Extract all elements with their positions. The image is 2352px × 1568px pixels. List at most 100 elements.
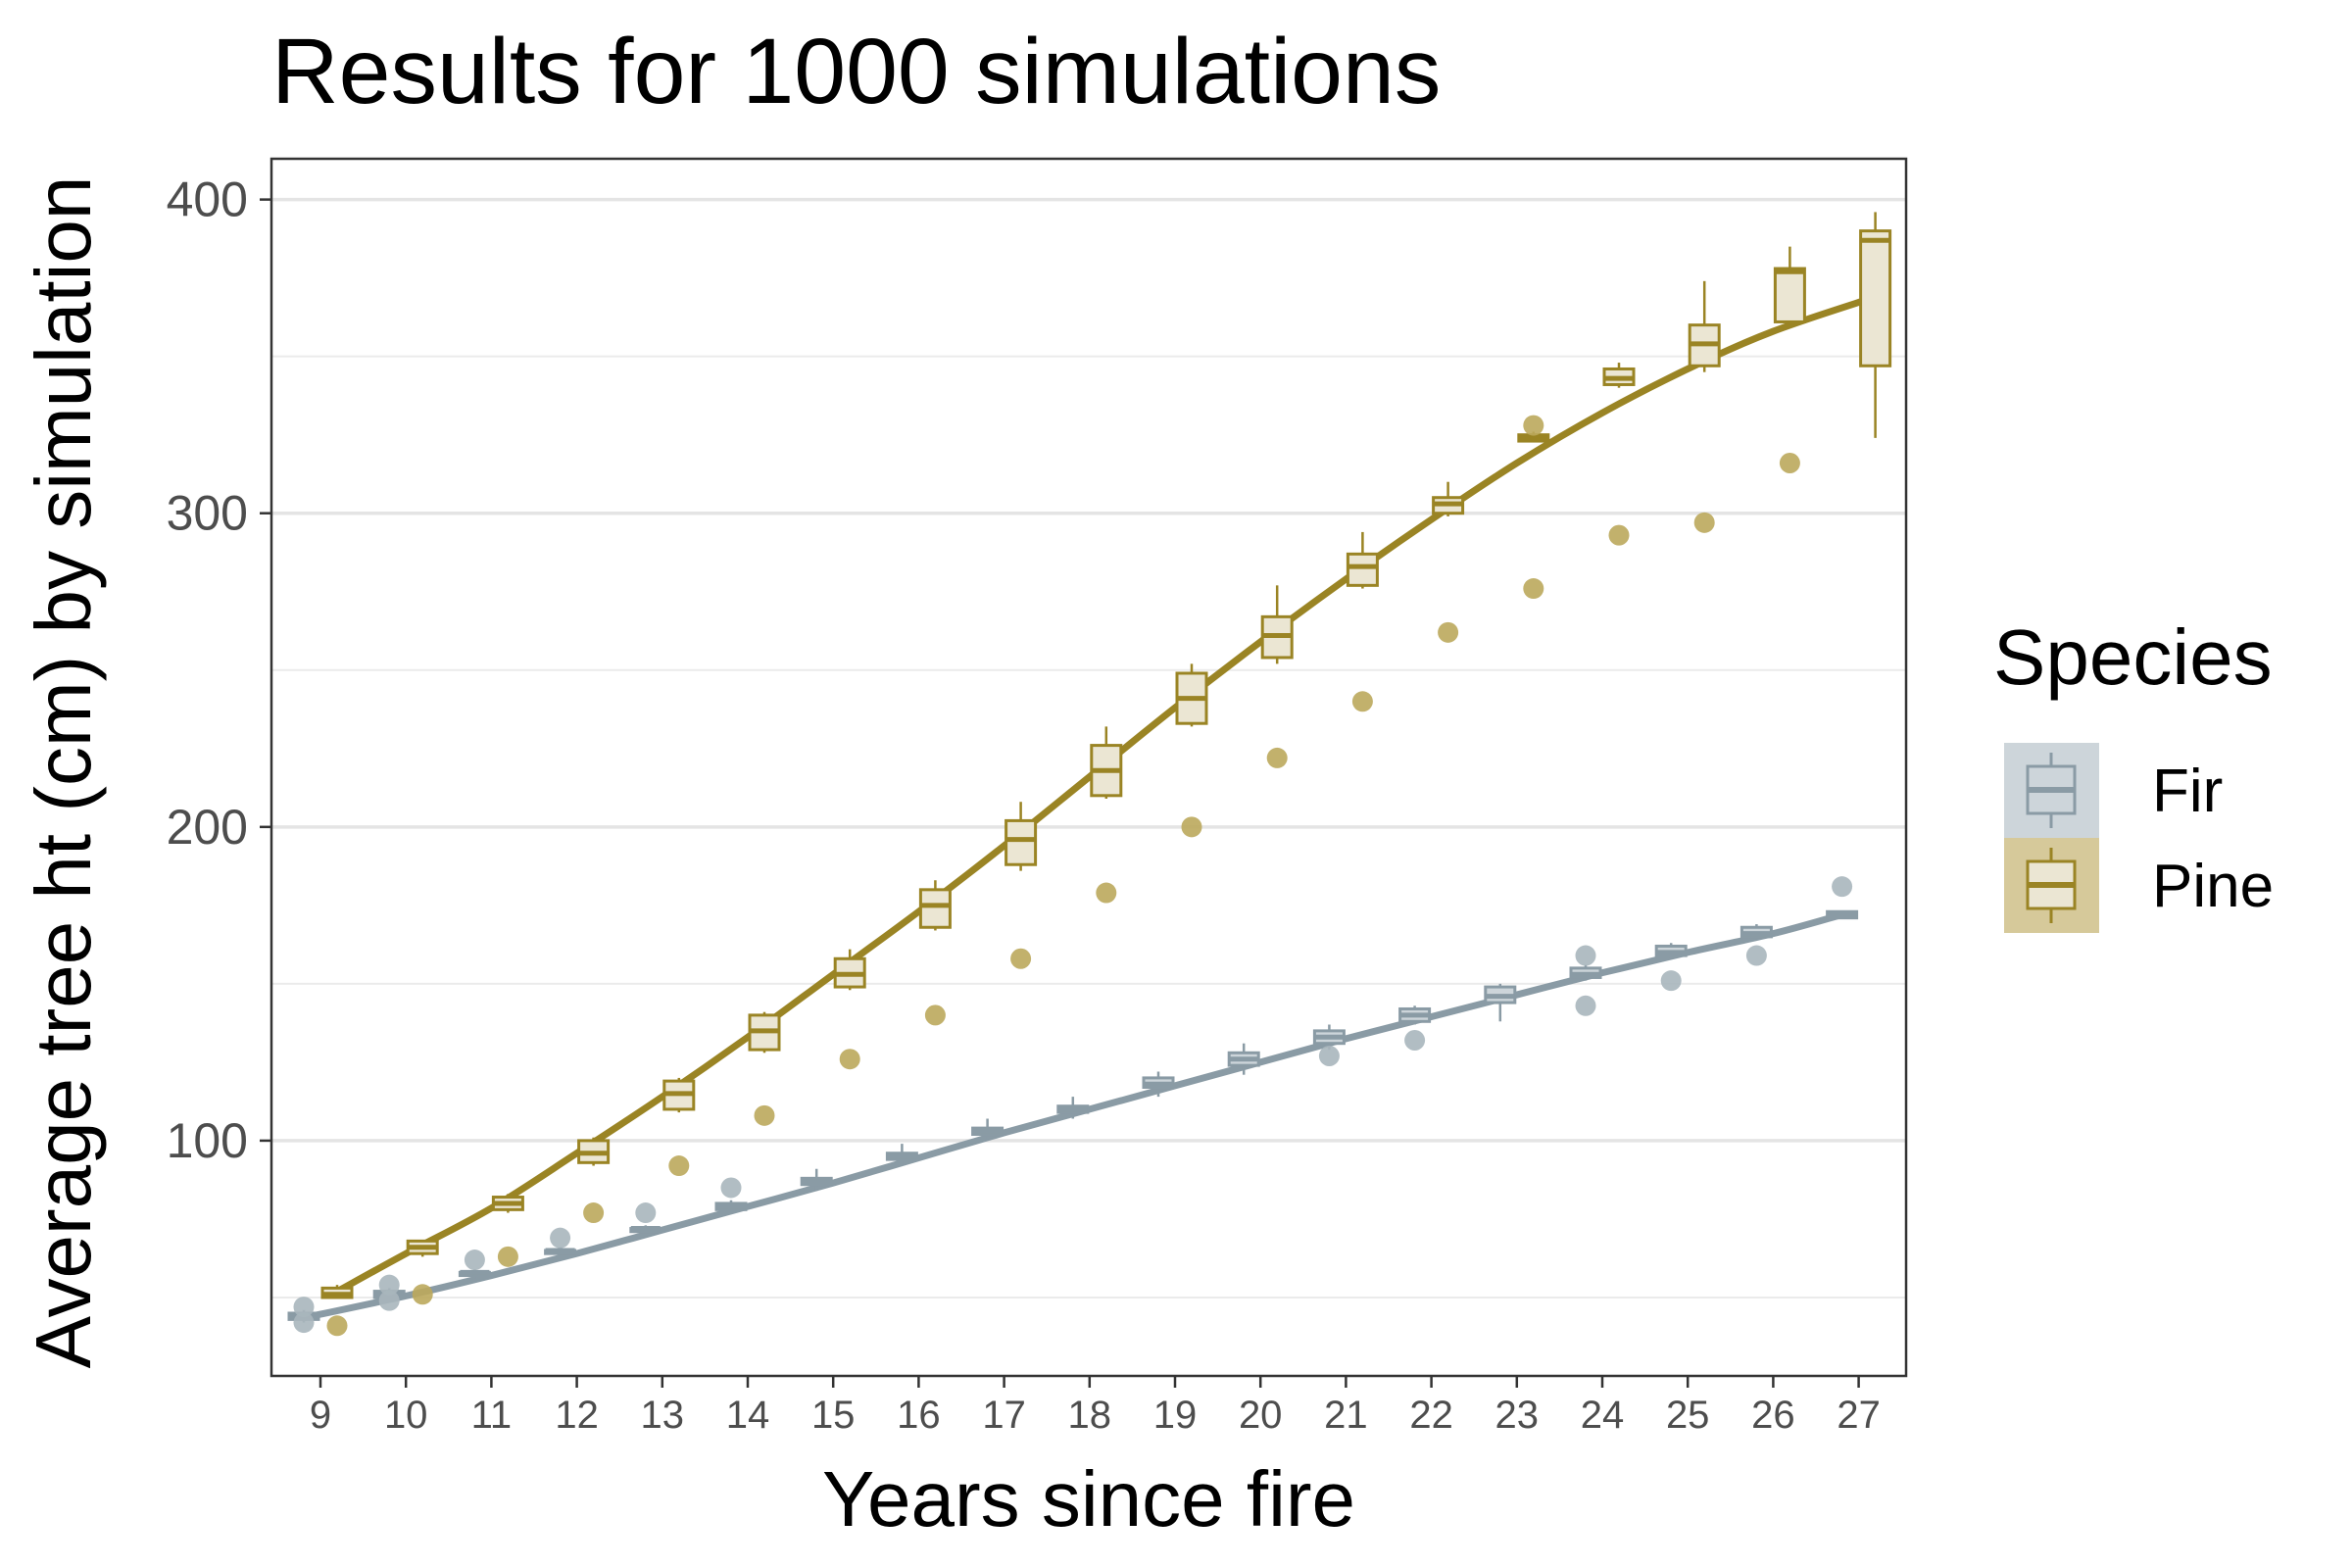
pine-outlier-12-0 <box>583 1202 605 1224</box>
x-tick-label-11: 20 <box>1239 1394 1283 1437</box>
pine-outlier-17-0 <box>1010 948 1032 969</box>
pine-box-10 <box>406 1239 439 1257</box>
pine-outlier-18-0 <box>1096 882 1117 904</box>
pine-outlier-23-0 <box>1523 578 1544 600</box>
pine-outlier-26-0 <box>1779 453 1800 473</box>
y-tick-label-2: 300 <box>167 486 248 541</box>
legend-title: Species <box>1993 613 2273 701</box>
pine-outlier-24-0 <box>1608 524 1630 546</box>
pine-outlier-14-0 <box>754 1104 775 1126</box>
y-axis-title: Average tree ht (cm) by simulation <box>20 176 107 1369</box>
fir-outlier-24-1 <box>1575 945 1596 966</box>
x-tick-label-17: 26 <box>1751 1394 1795 1437</box>
pine-box-27 <box>1859 212 1892 438</box>
trend-lines <box>300 293 1880 1322</box>
pine-box-9 <box>320 1285 354 1299</box>
fir-outlier-9-0 <box>293 1312 315 1334</box>
pine-outlier-10-0 <box>412 1284 433 1305</box>
pine-box-15 <box>833 949 866 991</box>
fir-box-14 <box>714 1200 748 1213</box>
x-tick-label-16: 25 <box>1666 1394 1710 1437</box>
fir-box-15 <box>800 1168 833 1192</box>
x-tick-label-18: 27 <box>1837 1394 1881 1437</box>
pine-box-16 <box>918 880 952 931</box>
pine-outlier-23-1 <box>1523 415 1544 436</box>
fir-box-20 <box>1227 1043 1260 1075</box>
fir-box-27 <box>1826 909 1859 920</box>
fir-box-22 <box>1398 1005 1432 1025</box>
fir-outlier-10-0 <box>378 1290 400 1311</box>
fir-outlier-9-1 <box>293 1297 315 1318</box>
pine-box-body <box>1346 552 1379 587</box>
pine-outlier-25-0 <box>1693 512 1715 533</box>
fir-box-12 <box>544 1247 577 1257</box>
fir-trend-line <box>300 910 1845 1322</box>
outlier-points <box>293 415 1853 1337</box>
x-tick-label-14: 23 <box>1495 1394 1540 1437</box>
fir-box-21 <box>1312 1024 1346 1051</box>
pine-outlier-11-0 <box>497 1246 518 1267</box>
x-tick-label-7: 16 <box>897 1394 941 1437</box>
x-tick-label-1: 10 <box>384 1394 428 1437</box>
fir-box-25 <box>1654 943 1688 959</box>
x-tick-label-3: 12 <box>555 1394 599 1437</box>
pine-box-24 <box>1602 363 1636 388</box>
pine-box-22 <box>1432 481 1465 516</box>
pine-box-17 <box>1004 802 1038 871</box>
pine-box-13 <box>662 1077 696 1113</box>
pine-outlier-21-0 <box>1351 691 1373 712</box>
x-tick-label-13: 22 <box>1409 1394 1453 1437</box>
pine-box-body <box>1004 818 1038 866</box>
x-tick-label-5: 14 <box>726 1394 770 1437</box>
legend-label-pine: Pine <box>2152 853 2274 920</box>
pine-box-body <box>918 888 952 929</box>
fir-box-17 <box>971 1118 1004 1141</box>
fir-box-13 <box>629 1225 662 1235</box>
pine-outlier-22-0 <box>1438 621 1459 643</box>
grid <box>271 197 1906 1298</box>
x-axis-ticks: 9 10 11 12 13 14 15 16 17 18 19 20 21 22 23 24 25 26 27 <box>310 1376 1881 1437</box>
pine-box-21 <box>1346 531 1379 589</box>
legend-item-pine: Pine <box>2004 838 2274 933</box>
x-tick-label-4: 13 <box>641 1394 685 1437</box>
pine-box-body <box>1859 229 1892 368</box>
x-tick-label-15: 24 <box>1581 1394 1625 1437</box>
fir-outlier-24-0 <box>1575 995 1596 1016</box>
pine-box-12 <box>577 1137 611 1166</box>
pine-outlier-13-0 <box>668 1155 690 1177</box>
legend-label-fir: Fir <box>2152 758 2223 825</box>
pine-outlier-9-0 <box>326 1315 348 1337</box>
fir-outlier-22-0 <box>1404 1029 1426 1051</box>
fir-box-26 <box>1740 924 1773 939</box>
fir-box-18 <box>1056 1097 1090 1119</box>
fir-outlier-10-1 <box>378 1274 400 1296</box>
pine-outlier-15-0 <box>839 1049 860 1070</box>
pine-box-11 <box>491 1194 524 1213</box>
pine-outlier-16-0 <box>924 1004 946 1026</box>
fir-outlier-13-0 <box>635 1202 657 1224</box>
pine-box-14 <box>748 1011 781 1054</box>
x-tick-label-8: 17 <box>982 1394 1026 1437</box>
pine-box-26 <box>1773 246 1806 325</box>
legend-item-fir: Fir <box>2004 743 2223 838</box>
x-tick-label-2: 11 <box>471 1394 513 1437</box>
box-plots <box>287 212 1892 1323</box>
x-tick-label-9: 18 <box>1068 1394 1112 1437</box>
pine-box-18 <box>1090 726 1123 800</box>
x-tick-label-0: 9 <box>310 1394 331 1437</box>
pine-box-19 <box>1175 663 1208 727</box>
pine-box-body <box>1773 267 1806 323</box>
fir-outlier-12-0 <box>550 1227 571 1249</box>
fir-outlier-27-0 <box>1832 876 1853 898</box>
x-tick-label-6: 15 <box>811 1394 856 1437</box>
x-tick-label-10: 19 <box>1153 1394 1198 1437</box>
chart-title: Results for 1000 simulations <box>271 20 1441 123</box>
y-tick-label-3: 400 <box>167 172 248 227</box>
fir-box-23 <box>1484 983 1517 1022</box>
fir-box-24 <box>1569 964 1602 981</box>
pine-box-25 <box>1688 280 1721 372</box>
fir-outlier-14-0 <box>720 1177 742 1199</box>
pine-box-20 <box>1260 585 1294 664</box>
pine-outlier-20-0 <box>1266 747 1288 768</box>
